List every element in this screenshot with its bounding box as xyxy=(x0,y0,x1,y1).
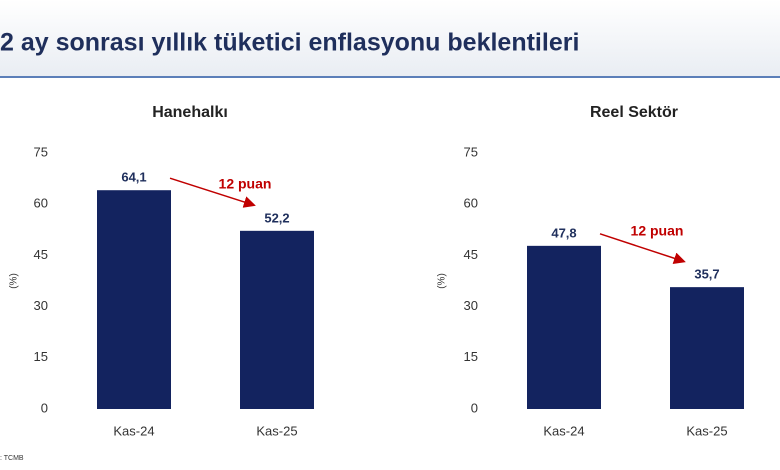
y-tick-label: 60 xyxy=(34,196,48,211)
x-tick-label: Kas-25 xyxy=(256,423,297,438)
x-tick-label: Kas-25 xyxy=(686,423,727,438)
y-tick-label: 30 xyxy=(34,298,48,313)
value-label: 35,7 xyxy=(694,267,719,282)
annotation: 12 puan xyxy=(631,223,684,239)
header-bg xyxy=(0,0,780,76)
y-tick-label: 30 xyxy=(464,298,478,313)
y-tick-label: 75 xyxy=(464,144,478,159)
y-tick-label: 45 xyxy=(464,247,478,262)
bar xyxy=(527,245,601,409)
y-tick-label: 0 xyxy=(471,400,478,415)
value-label: 47,8 xyxy=(551,225,576,240)
annotation-arrow xyxy=(599,233,686,265)
chart-title: Reel Sektör xyxy=(590,104,678,121)
y-axis-label: (%) xyxy=(437,273,448,289)
annotation: 12 puan xyxy=(219,176,272,192)
annotation-arrow xyxy=(169,177,256,208)
source: : TCMB xyxy=(0,455,24,462)
value-label: 64,1 xyxy=(121,170,146,185)
chart-title: Hanehalkı xyxy=(152,104,228,121)
y-tick-label: 45 xyxy=(34,247,48,262)
header-rule xyxy=(0,76,780,78)
y-tick-label: 75 xyxy=(34,144,48,159)
page-title: 2 ay sonrası yıllık tüketici enflasyonu … xyxy=(0,29,579,57)
value-label: 52,2 xyxy=(264,210,289,225)
y-tick-label: 15 xyxy=(464,349,478,364)
bar xyxy=(240,230,314,409)
y-tick-label: 15 xyxy=(34,349,48,364)
bar xyxy=(670,287,744,409)
x-tick-label: Kas-24 xyxy=(113,423,154,438)
x-tick-label: Kas-24 xyxy=(543,423,584,438)
bar xyxy=(97,190,171,409)
y-axis-label: (%) xyxy=(9,273,20,289)
y-tick-label: 60 xyxy=(464,196,478,211)
y-tick-label: 0 xyxy=(41,400,48,415)
